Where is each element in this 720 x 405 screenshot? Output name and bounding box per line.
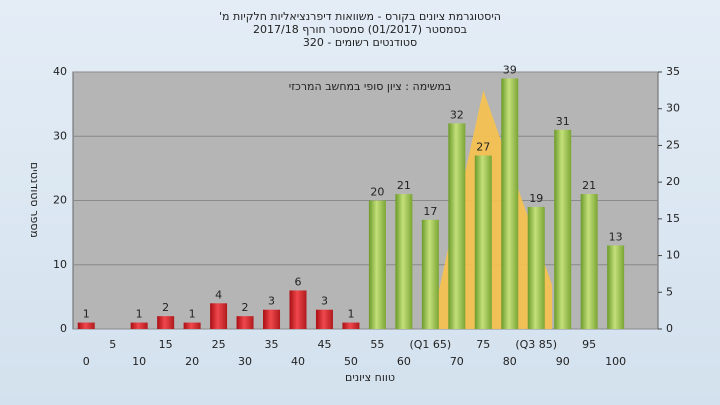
x-tick-label: 90 [556, 355, 570, 368]
data-label: 3 [268, 295, 275, 308]
bar [210, 303, 228, 329]
bar [289, 290, 307, 329]
data-label: 2 [242, 301, 249, 314]
bar [421, 219, 439, 329]
bar [607, 245, 625, 329]
bar [130, 322, 148, 329]
x-tick-label: 55 [370, 338, 384, 351]
data-label: 39 [503, 63, 517, 76]
x-tick-label: 50 [344, 355, 358, 368]
y-tick-label: 30 [53, 129, 67, 142]
y2-tick-label: 20 [666, 175, 680, 188]
bar [474, 155, 492, 329]
bar [501, 78, 519, 329]
x-axis-label: טווח ציונים [345, 371, 395, 384]
y-tick-label: 20 [53, 194, 67, 207]
data-label: 2 [162, 301, 169, 314]
data-label: 21 [582, 179, 596, 192]
x-tick-label: 75 [476, 338, 490, 351]
bar [580, 194, 598, 329]
data-label: 6 [295, 275, 302, 288]
x-tick-label: 70 [450, 355, 464, 368]
bar [342, 322, 360, 329]
x-tick-label: 20 [185, 355, 199, 368]
x-tick-label: 95 [582, 338, 596, 351]
y2-tick-label: 25 [666, 138, 680, 151]
data-label: 17 [423, 205, 437, 218]
data-label: 21 [397, 179, 411, 192]
bar [77, 322, 95, 329]
x-tick-label: 35 [265, 338, 279, 351]
data-label: 31 [556, 115, 570, 128]
x-tick-label: 45 [317, 338, 331, 351]
x-tick-label: 30 [238, 355, 252, 368]
bar [315, 309, 333, 329]
data-label: 13 [609, 230, 623, 243]
x-tick-label: 15 [159, 338, 173, 351]
y2-tick-label: 5 [666, 285, 673, 298]
y-tick-label: 10 [53, 258, 67, 271]
y-axis-label: מספר סטודנטים [28, 162, 41, 238]
title: סטודנטים רשומים - 320 [303, 36, 417, 49]
y2-tick-label: 0 [666, 322, 673, 335]
title: היסטוגרמת ציונים בקורס - משוואות דיפרנצי… [219, 10, 501, 23]
bar [395, 194, 413, 329]
bar [183, 322, 201, 329]
title: בסמסטר (01/2017) סמסטר חורף 2017/18 [253, 23, 467, 36]
annotation: במשימה : ציון סופי במחשב המרכזי [289, 80, 452, 93]
x-tick-label: 0 [83, 355, 90, 368]
data-label: 1 [83, 308, 90, 321]
y2-tick-label: 35 [666, 65, 680, 78]
x-tick-label: (Q1 65) [409, 338, 451, 351]
x-tick-label: 80 [503, 355, 517, 368]
bar [263, 309, 281, 329]
bar [527, 206, 545, 329]
data-label: 27 [476, 141, 490, 154]
y2-tick-label: 10 [666, 249, 680, 262]
data-label: 3 [321, 295, 328, 308]
bar [236, 316, 254, 329]
y2-tick-label: 15 [666, 212, 680, 225]
bar [368, 200, 386, 329]
x-tick-label: 5 [109, 338, 116, 351]
bar [554, 129, 572, 329]
y-tick-label: 0 [60, 322, 67, 335]
data-label: 1 [136, 308, 143, 321]
data-label: 1 [189, 308, 196, 321]
x-tick-label: 10 [132, 355, 146, 368]
data-label: 4 [215, 288, 222, 301]
x-tick-label: 25 [212, 338, 226, 351]
x-tick-label: 100 [605, 355, 626, 368]
x-tick-label: 40 [291, 355, 305, 368]
bar [157, 316, 175, 329]
data-label: 1 [347, 308, 354, 321]
y2-tick-label: 30 [666, 102, 680, 115]
y-tick-label: 40 [53, 65, 67, 78]
bar [448, 123, 466, 330]
data-label: 20 [370, 186, 384, 199]
data-label: 32 [450, 108, 464, 121]
x-tick-label: 60 [397, 355, 411, 368]
data-label: 19 [529, 192, 543, 205]
x-tick-label: (Q3 85) [515, 338, 557, 351]
